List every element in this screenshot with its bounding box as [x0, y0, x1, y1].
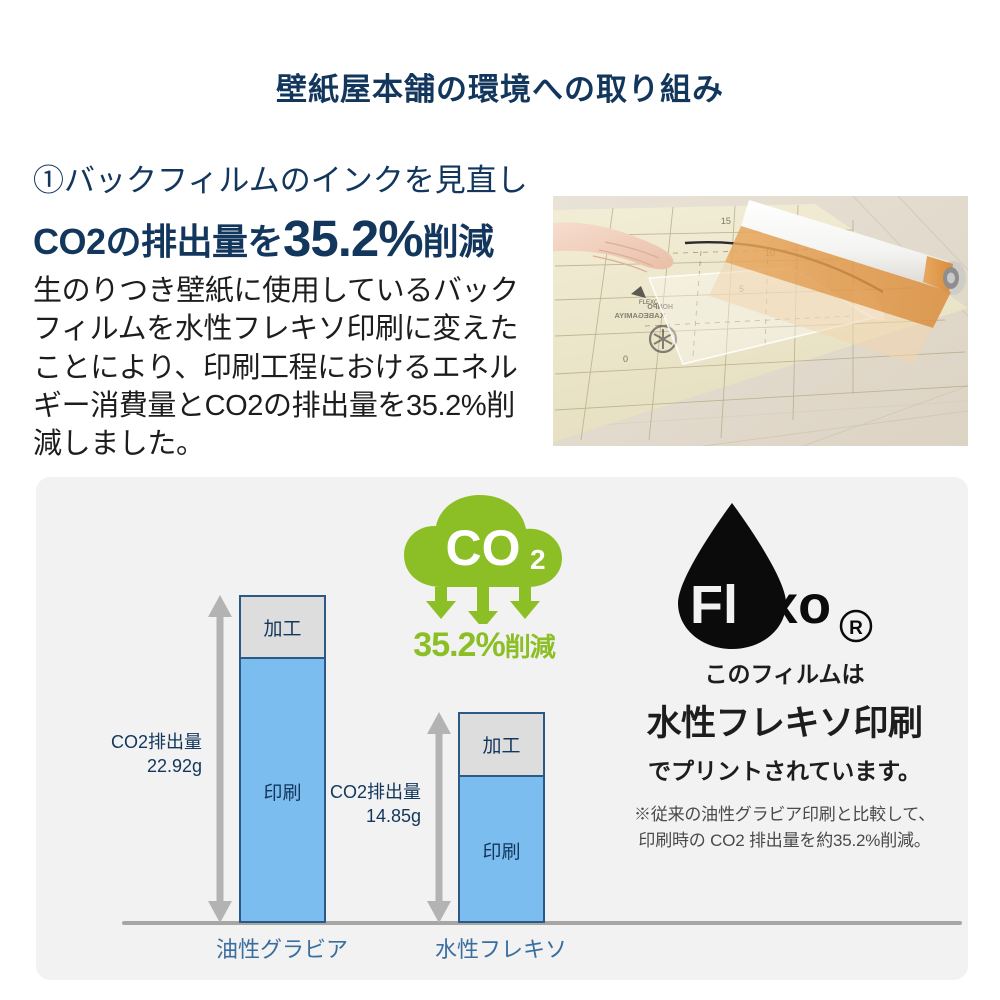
headline-suffix: 削減 — [422, 221, 495, 262]
summary-card: 加工 印刷 CO2排出量 22.92g 油性グラビア 加工 印刷 — [36, 477, 968, 980]
category-label-water-flexo: 水性フレキソ — [434, 937, 567, 962]
bar-2-value-label: CO2排出量 14.85g — [293, 780, 421, 829]
svg-text:CO: CO — [446, 520, 521, 576]
flexo-line-1: このフィルムは — [704, 661, 865, 687]
bar-1-measure-arrow — [208, 595, 232, 923]
co2-reduction-badge: CO 2 35.2%削減 — [374, 489, 594, 665]
bar2-segment-printing: 印刷 — [482, 841, 521, 863]
headline-percent: 35.2% — [283, 210, 424, 267]
photo-illustration: 15 10 5 0 KABEGAMIYA HONPO FLEXO — [553, 196, 968, 446]
co2-reduction-suffix: 削減 — [504, 632, 556, 662]
co2-bar-chart: 加工 印刷 CO2排出量 22.92g 油性グラビア 加工 印刷 — [36, 477, 962, 980]
chart-baseline — [122, 921, 962, 925]
svg-text:KABEGAMIYA: KABEGAMIYA — [614, 311, 665, 320]
svg-text:Fl: Fl — [690, 575, 738, 635]
flexo-logo: Fl exo R — [601, 499, 968, 655]
svg-text:exo: exo — [738, 575, 831, 635]
co2-cloud-icon: CO 2 — [404, 495, 562, 624]
bar2-segment-processing: 加工 — [460, 714, 543, 777]
co2-reduction-text: 35.2%削減 — [374, 626, 594, 665]
flexo-info-block: Fl exo R このフィルムは 水性フレキソ印刷 でプリントされています。 ※… — [601, 499, 968, 853]
svg-text:R: R — [849, 618, 863, 639]
bar-2-measure-arrow — [427, 712, 451, 923]
flexo-line-2: 水性フレキソ印刷 — [646, 704, 923, 743]
flexo-footnote-line-1: ※従来の油性グラビア印刷と比較して、 — [633, 805, 936, 824]
bar-water-flexo: 加工 印刷 — [458, 712, 545, 923]
page-title: 壁紙屋本舗の環境への取り組み — [276, 72, 724, 107]
bar-segment-printing: 印刷 — [263, 782, 302, 804]
bar-1-value-label: CO2排出量 22.92g — [74, 730, 202, 779]
svg-text:0: 0 — [623, 354, 628, 364]
lead-line: ①バックフィルムのインクを見直し — [33, 163, 528, 198]
product-photo: 15 10 5 0 KABEGAMIYA HONPO FLEXO — [553, 196, 968, 446]
flexo-line-3: でプリントされています。 — [647, 758, 921, 784]
svg-text:15: 15 — [721, 216, 731, 226]
flexo-droplet-logo-icon: Fl exo R — [677, 503, 872, 649]
category-label-oil-gravure: 油性グラビア — [215, 937, 348, 962]
bar-2-total: 14.85g — [365, 806, 421, 827]
svg-text:FLEXO: FLEXO — [639, 300, 659, 306]
bar-segment-processing: 加工 — [241, 597, 324, 659]
co2-reduction-number: 35.2% — [413, 626, 505, 664]
bar-1-total: 22.92g — [146, 756, 202, 777]
bar-2-measure-caption: CO2排出量 — [329, 782, 421, 802]
body-copy: 生のりつき壁紙に使用しているバックフィルムを水性フレキソ印刷に変えたことにより、… — [33, 275, 519, 461]
flexo-footnote-line-2: 印刷時の CO2 排出量を約35.2%削減。 — [638, 830, 931, 850]
headline-prefix: CO2の排出量を — [33, 221, 284, 262]
headline: CO2の排出量を35.2%削減 — [33, 209, 494, 268]
flexo-footnote: ※従来の油性グラビア印刷と比較して、 印刷時の CO2 排出量を約35.2%削減… — [601, 802, 968, 853]
bar-oil-gravure: 加工 印刷 — [239, 595, 326, 923]
bar-1-measure-caption: CO2排出量 — [110, 732, 202, 752]
svg-text:2: 2 — [530, 544, 546, 575]
